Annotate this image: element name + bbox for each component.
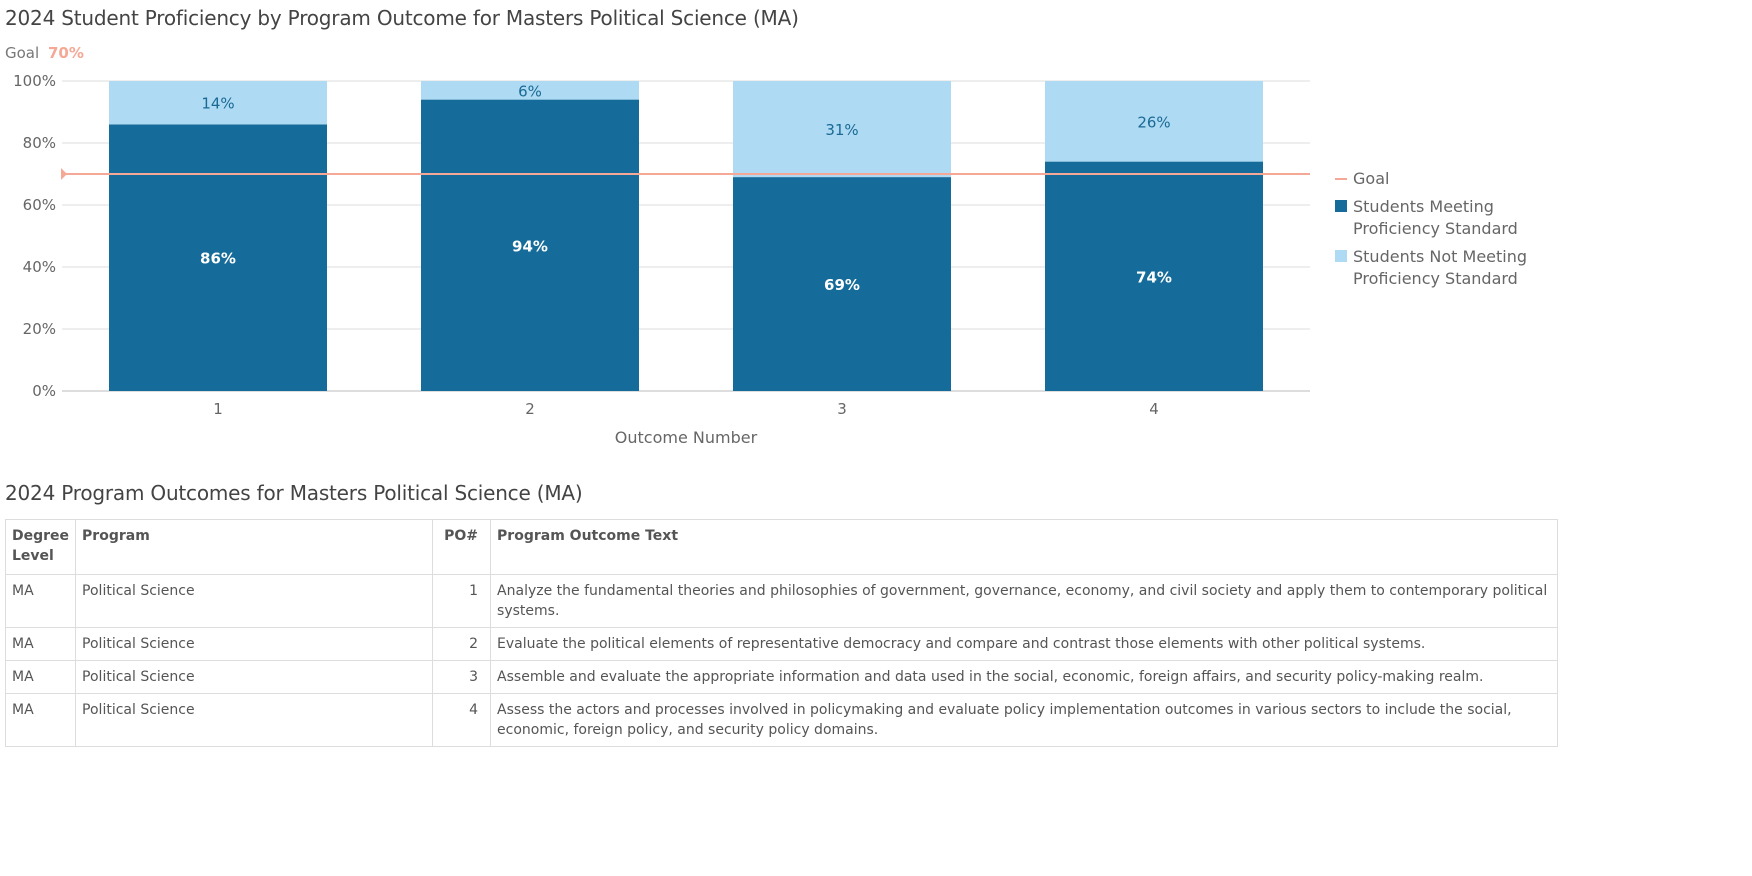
bar-segment [733, 81, 951, 178]
x-axis-label: Outcome Number [615, 428, 758, 447]
legend-label: Goal [1353, 169, 1389, 188]
bar-segment [733, 177, 951, 391]
bar-segment [1045, 161, 1263, 391]
goal-label: Goal [5, 44, 40, 62]
cell-text: Assemble and evaluate the appropriate in… [490, 660, 1558, 694]
data-label: 94% [512, 237, 548, 255]
table-title: 2024 Program Outcomes for Masters Politi… [5, 481, 583, 505]
y-tick-label: 60% [23, 196, 56, 214]
cell-program: Political Science [75, 574, 434, 628]
cell-po: 2 [432, 627, 492, 661]
data-label: 14% [201, 95, 234, 113]
header-po-number: PO# [432, 519, 492, 575]
cell-text: Assess the actors and processes involved… [490, 693, 1558, 747]
chart-title: 2024 Student Proficiency by Program Outc… [5, 6, 799, 30]
goal-value: 70% [47, 44, 84, 62]
table-row: MA Political Science 2 Evaluate the politic… [4, 627, 1558, 661]
legend-label: Students Not Meeting [1353, 247, 1527, 266]
x-tick-label: 1 [213, 400, 223, 418]
cell-degree: MA [4, 693, 77, 747]
cell-degree: MA [4, 574, 77, 628]
x-tick-label: 4 [1149, 400, 1159, 418]
bar-segment [421, 99, 639, 391]
goal-marker-icon [61, 168, 67, 180]
header-outcome-text: Program Outcome Text [490, 519, 1558, 575]
bar-segment [1045, 81, 1263, 162]
table-row: MA Political Science 1 Analyze the fundamen… [4, 574, 1558, 628]
stacked-bar-chart: 0% 20% 40% 60% 80% 100% 86% 14% 1 94% 6% 2 69% 31% 3 74… [13, 72, 1527, 447]
data-label: 26% [1137, 113, 1170, 131]
cell-program: Political Science [75, 627, 434, 661]
table-row: MA Political Science 3 Assemble and evaluat… [4, 660, 1558, 694]
data-label: 6% [518, 82, 542, 100]
data-label: 31% [825, 121, 858, 139]
cell-text: Analyze the fundamental theories and phi… [490, 574, 1558, 628]
data-label: 69% [824, 276, 860, 294]
y-tick-label: 40% [23, 258, 56, 276]
legend-label: Students Meeting [1353, 197, 1494, 216]
bar-segment [421, 81, 639, 100]
legend-swatch-icon [1335, 250, 1347, 262]
y-tick-label: 80% [23, 134, 56, 152]
y-tick-label: 0% [32, 382, 56, 400]
cell-program: Political Science [75, 693, 434, 747]
y-tick-label: 100% [13, 72, 56, 90]
cell-degree: MA [4, 660, 77, 694]
table-header-row: Degree Level Program PO# Program Outcome… [4, 519, 1558, 575]
legend-label: Proficiency Standard [1353, 269, 1518, 288]
bar-segment [109, 124, 327, 392]
cell-text: Evaluate the political elements of repre… [490, 627, 1558, 661]
cell-po: 3 [432, 660, 492, 694]
goal-indicator: Goal 70% [5, 44, 84, 62]
y-tick-label: 20% [23, 320, 56, 338]
data-label: 74% [1136, 268, 1172, 286]
x-tick-label: 2 [525, 400, 535, 418]
legend-swatch-icon [1335, 200, 1347, 212]
cell-degree: MA [4, 627, 77, 661]
header-program: Program [75, 519, 434, 575]
x-tick-label: 3 [837, 400, 847, 418]
table-row: MA Political Science 4 Assess the actors an… [4, 693, 1558, 747]
legend-label: Proficiency Standard [1353, 219, 1518, 238]
program-outcomes-table: Degree Level Program PO# Program Outcome… [4, 519, 1558, 747]
cell-po: 4 [432, 693, 492, 747]
cell-program: Political Science [75, 660, 434, 694]
data-label: 86% [200, 250, 236, 268]
bar-segment [109, 81, 327, 125]
cell-po: 1 [432, 574, 492, 628]
header-degree-level: Degree Level [4, 519, 77, 575]
